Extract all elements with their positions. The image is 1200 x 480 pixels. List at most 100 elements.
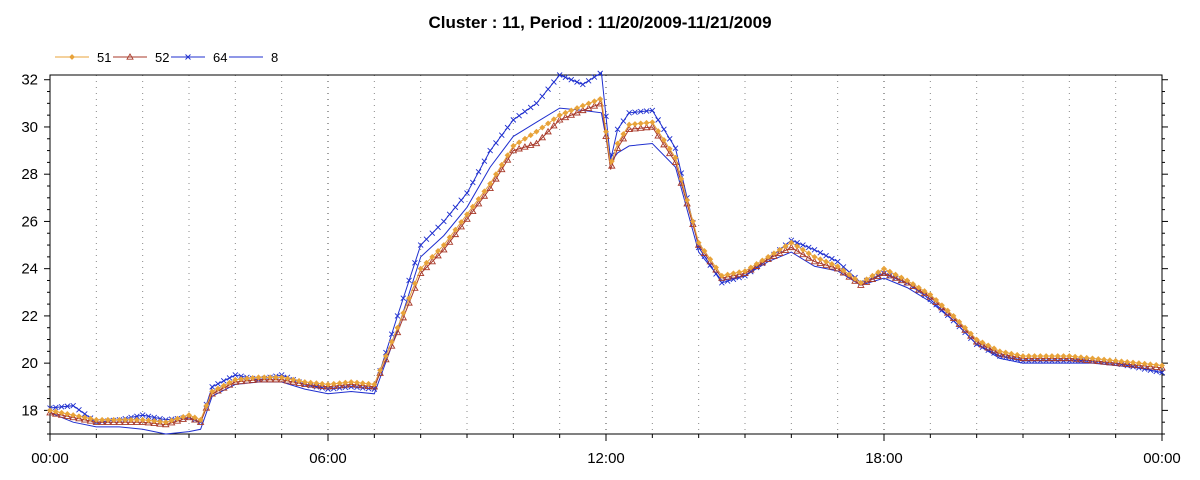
legend-item-64: 64 (171, 50, 227, 65)
data-point (579, 102, 586, 109)
data-point (64, 410, 71, 417)
data-point (151, 418, 158, 424)
data-point (126, 53, 134, 60)
data-point (225, 381, 234, 388)
data-point (423, 236, 430, 242)
data-point (857, 279, 864, 286)
y-tick-label: 32 (21, 72, 38, 89)
data-point (481, 188, 488, 195)
data-point (1036, 354, 1045, 362)
data-point (800, 242, 806, 248)
data-point (493, 171, 499, 178)
data-point (57, 411, 66, 418)
data-point (382, 353, 389, 359)
data-point (249, 374, 256, 381)
data-point (336, 380, 343, 387)
data-point (585, 100, 592, 107)
data-point (1001, 350, 1010, 358)
data-point (1158, 363, 1166, 371)
data-point (272, 374, 279, 381)
data-point (979, 339, 986, 346)
data-point (255, 374, 262, 381)
data-point (1049, 353, 1055, 359)
data-point (718, 272, 725, 279)
data-point (811, 253, 818, 260)
data-point (486, 184, 494, 192)
data-point (972, 337, 981, 345)
data-point (203, 402, 210, 409)
data-point (492, 175, 500, 182)
data-point (619, 134, 628, 142)
chart-title: Cluster : 11, Period : 11/20/2009-11/21/… (428, 13, 772, 32)
data-point (764, 255, 772, 262)
data-point (446, 211, 453, 218)
data-point (584, 104, 593, 111)
data-point (580, 81, 586, 88)
data-point (348, 379, 355, 385)
data-point (231, 378, 240, 385)
data-point (81, 411, 88, 417)
data-point (179, 415, 187, 422)
data-point (503, 156, 512, 163)
data-point (1002, 349, 1009, 356)
data-point (522, 108, 528, 115)
data-point (377, 367, 384, 374)
data-point (209, 388, 216, 395)
data-point (591, 74, 598, 80)
data-point (475, 196, 482, 202)
data-point (817, 256, 824, 263)
data-point (1147, 361, 1154, 368)
data-point (58, 409, 65, 416)
data-point (248, 376, 257, 383)
data-point (151, 414, 158, 421)
data-point (341, 381, 350, 388)
data-point (215, 380, 221, 387)
data-point (464, 190, 470, 196)
data-point (237, 377, 245, 385)
data-point (516, 139, 523, 146)
data-point (863, 276, 870, 283)
data-point (833, 264, 842, 272)
data-point (793, 247, 801, 254)
data-point (991, 345, 997, 352)
data-point (1106, 357, 1113, 364)
data-point (469, 179, 476, 186)
data-point (354, 379, 360, 386)
data-point (649, 107, 656, 114)
data-point (335, 381, 344, 389)
data-point (631, 124, 639, 132)
data-point (862, 278, 871, 285)
data-point (973, 336, 980, 343)
data-point (1082, 356, 1091, 363)
data-point (852, 275, 858, 282)
data-point (353, 381, 361, 388)
data-point (649, 119, 656, 126)
data-point (1048, 354, 1056, 362)
data-point (301, 379, 308, 385)
data-point (626, 109, 632, 116)
data-point (133, 418, 141, 425)
data-point (133, 416, 140, 423)
legend-item-52: 52 (113, 50, 169, 65)
data-point (620, 118, 627, 124)
data-point (1118, 358, 1125, 365)
data-point (446, 234, 453, 241)
data-point (962, 324, 969, 331)
data-point (1077, 355, 1085, 363)
data-point (643, 119, 650, 126)
data-point (608, 162, 616, 169)
data-point (532, 139, 541, 147)
data-point (1106, 358, 1114, 366)
data-point (330, 380, 337, 387)
data-point (80, 415, 89, 423)
y-tick-label: 26 (21, 213, 38, 230)
data-point (261, 374, 268, 381)
data-point (394, 313, 401, 319)
data-point (325, 381, 331, 388)
data-point (219, 384, 228, 391)
data-point (69, 54, 75, 60)
data-point (515, 144, 523, 152)
legend-item-8: 8 (229, 50, 278, 65)
data-point (145, 417, 152, 424)
data-point (191, 415, 199, 423)
